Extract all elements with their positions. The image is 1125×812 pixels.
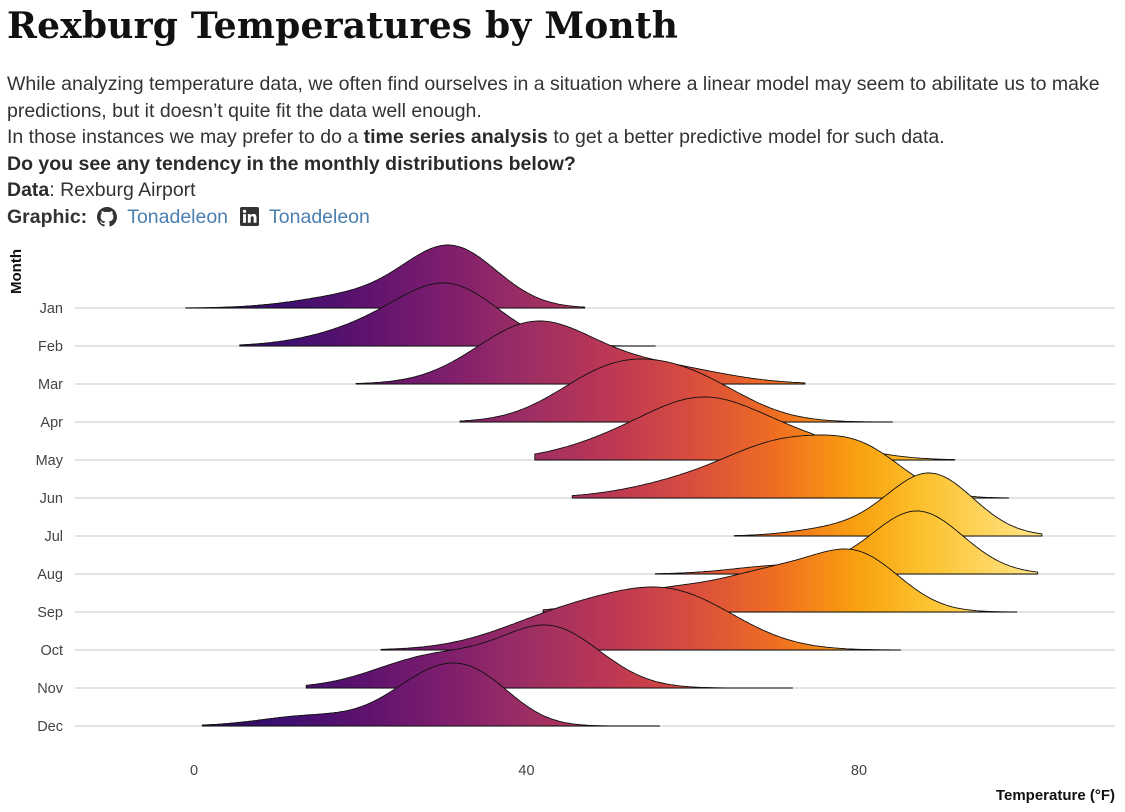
y-tick-label: Apr [40,415,63,431]
chart-subtitle: While analyzing temperature data, we oft… [7,71,1112,230]
linkedin-icon [240,207,260,227]
y-tick-label: May [36,453,64,469]
subtitle-text: to get a better predictive model for suc… [547,126,945,148]
linkedin-link[interactable]: Tonadeleon [269,205,370,228]
y-tick-label: Jul [44,529,63,545]
data-source: Data: Rexburg Airport [7,177,1112,204]
github-link[interactable]: Tonadeleon [127,205,229,228]
github-icon [97,206,118,227]
graphic-label: Graphic: [7,205,88,228]
y-tick-label: Mar [38,377,63,393]
x-tick-label: 0 [190,763,198,779]
graphic-credits: Graphic: Tonadeleon Tonadeleon [7,204,1112,231]
y-tick-label: Jun [40,491,63,507]
ridge-dec [201,662,660,727]
y-tick-label: Dec [37,719,63,735]
ridge-apr [459,358,893,423]
ridge-feb [239,282,656,347]
ridge-mar [355,320,806,385]
ridge-jan [185,244,586,309]
y-tick-label: Sep [37,605,63,621]
subtitle-emphasis: time series analysis [363,126,548,148]
ridge-may [534,396,956,461]
subtitle-time-series-line: In those instances we may prefer to do a… [7,124,1112,151]
ridge-jul [733,472,1043,537]
question-text: Do you see any tendency in the monthly d… [7,152,576,175]
x-axis-title: Temperature (°F) [996,787,1115,804]
subtitle-paragraph: While analyzing temperature data, we oft… [7,73,1100,122]
y-axis-title: Month [8,249,25,294]
subtitle-text: In those instances we may prefer to do a [7,126,364,148]
y-tick-label: Nov [37,681,64,697]
data-source-label: Data [7,179,50,201]
y-tick-label: Jan [40,301,63,317]
x-tick-label: 80 [851,763,867,779]
y-tick-label: Feb [38,339,63,355]
chart-title: Rexburg Temperatures by Month [7,5,679,47]
x-tick-label: 40 [518,763,534,779]
subtitle-question: Do you see any tendency in the monthly d… [7,151,1112,178]
y-tick-label: Oct [40,643,63,659]
data-source-value: : Rexburg Airport [49,179,196,201]
y-tick-label: Aug [37,567,63,583]
